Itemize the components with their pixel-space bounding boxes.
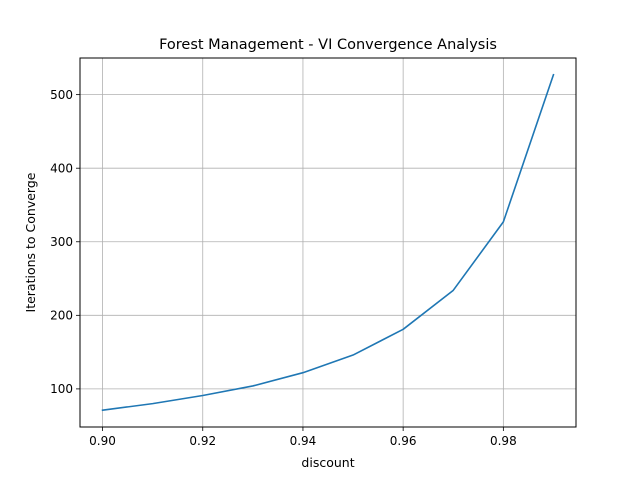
x-tick-label: 0.94 [290, 434, 317, 448]
plot-frame [79, 57, 577, 428]
series-line [101, 73, 555, 412]
x-tick-label: 0.92 [189, 434, 216, 448]
x-tick-label: 0.96 [390, 434, 417, 448]
x-axis-label: discount [301, 455, 354, 470]
grid [80, 58, 576, 427]
x-axis-ticks: 0.90 0.92 0.94 0.96 0.98 [89, 427, 517, 448]
x-tick-label: 0.90 [89, 434, 116, 448]
series-layer [101, 73, 555, 412]
chart-title: Forest Management - VI Convergence Analy… [159, 37, 497, 53]
y-axis-label: Iterations to Converge [23, 172, 38, 312]
y-tick-label: 200 [50, 309, 73, 323]
y-tick-label: 100 [50, 382, 73, 396]
x-tick-label: 0.98 [490, 434, 517, 448]
y-tick-label: 300 [50, 235, 73, 249]
y-axis-ticks: 100 200 300 400 500 [50, 88, 80, 396]
y-tick-label: 400 [50, 161, 73, 175]
y-tick-label: 500 [50, 88, 73, 102]
